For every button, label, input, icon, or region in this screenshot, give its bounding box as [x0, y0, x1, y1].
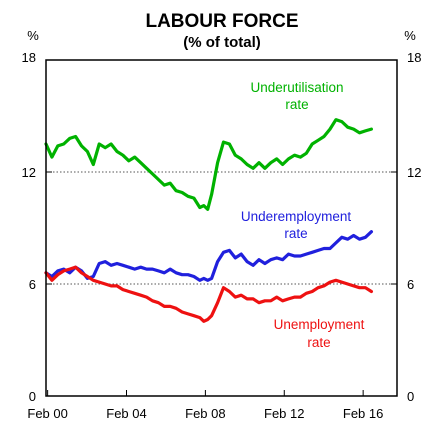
y-tick-label-left-12: 12: [22, 165, 36, 180]
ticks-layer: 0 0 6 6 12 12 18 18 Feb 00 Feb 04 Feb 08 Feb 12 Feb …: [22, 50, 422, 421]
underemployment-label-line1: Underemployment: [241, 209, 352, 224]
x-tick-label-4: Feb 16: [343, 406, 383, 421]
y-tick-label-left-18: 18: [22, 50, 36, 65]
chart-title: LABOUR FORCE: [145, 11, 298, 32]
y-tick-label-right-18: 18: [407, 50, 421, 65]
series-line-underemployment-rate: [44, 230, 373, 282]
y-tick-label-right-12: 12: [407, 165, 421, 180]
underutilisation-label-line2: rate: [285, 97, 308, 112]
y-tick-label-left-0: 0: [29, 389, 36, 404]
reference-lines: [46, 171, 397, 285]
y-unit-right: %: [404, 28, 416, 43]
series-line-underutilisation-rate: [44, 118, 373, 211]
x-tick-label-2: Feb 08: [185, 406, 225, 421]
x-tick-label-0: Feb 00: [27, 406, 67, 421]
underutilisation-label-line1: Underutilisation: [250, 80, 343, 95]
x-tick-label-3: Feb 12: [264, 406, 304, 421]
y-tick-label-right-6: 6: [407, 277, 414, 292]
underemployment-label-line2: rate: [284, 226, 307, 241]
series-layer: [44, 118, 373, 323]
x-tick-label-1: Feb 04: [106, 406, 146, 421]
unemployment-label: Unemployment rate: [274, 317, 365, 350]
series-line-unemployment-rate: [44, 265, 373, 323]
underemployment-label: Underemployment rate: [241, 209, 352, 241]
chart-subtitle: (% of total): [183, 34, 260, 51]
unemployment-label-line1: Unemployment: [274, 317, 365, 332]
underutilisation-label: Underutilisation rate: [250, 80, 343, 112]
y-unit-left: %: [27, 28, 39, 43]
unemployment-label-line2: rate: [307, 335, 330, 350]
y-tick-label-right-0: 0: [407, 389, 414, 404]
plot-frame: [45, 59, 398, 397]
y-tick-label-left-6: 6: [29, 277, 36, 292]
